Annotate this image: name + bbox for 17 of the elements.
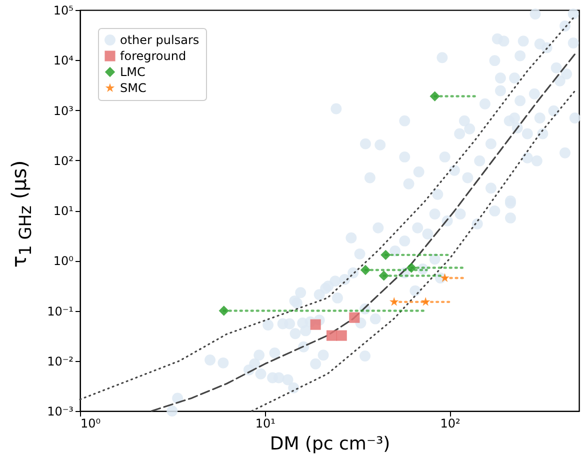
x-axis-title: DM (pc cm⁻³): [270, 434, 390, 454]
y-tick-label: 10⁰: [53, 254, 74, 268]
y-tick-label: 10³: [53, 104, 74, 118]
y-tick-label: 10⁻³: [47, 404, 74, 418]
legend-label: foreground: [120, 49, 186, 63]
x-tick-label: 10²: [440, 416, 460, 430]
legend-label: SMC: [120, 81, 146, 95]
x-tick-label: 10⁰: [80, 416, 101, 430]
y-tick-label: 10⁻²: [47, 354, 74, 368]
y-tick-label: 10¹: [53, 204, 74, 218]
legend-label: LMC: [120, 65, 146, 79]
y-tick-label: 10²: [53, 154, 74, 168]
y-tick-label: 10⁻¹: [47, 304, 74, 318]
y-tick-label: 10⁵: [53, 4, 74, 18]
legend-label: other pulsars: [120, 33, 200, 47]
x-tick-label: 10¹: [255, 416, 276, 430]
y-tick-label: 10⁴: [53, 54, 74, 68]
